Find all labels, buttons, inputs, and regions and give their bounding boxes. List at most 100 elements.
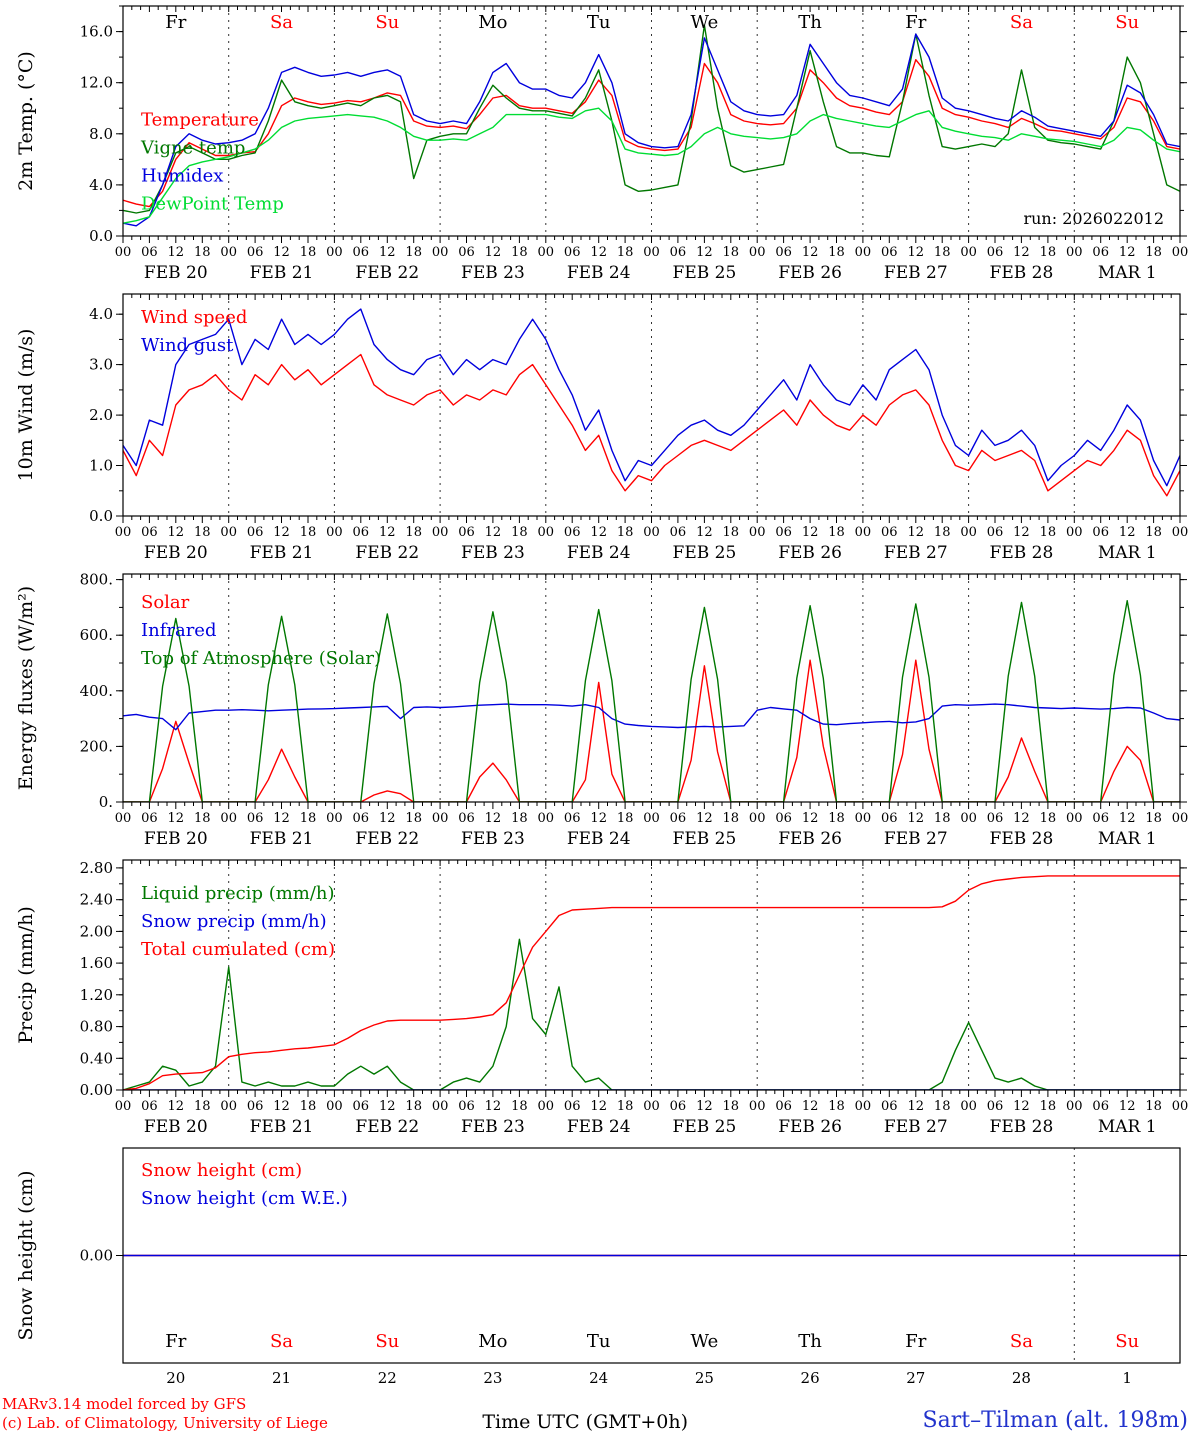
svg-text:00: 00 <box>960 1099 977 1114</box>
svg-text:800.: 800. <box>80 571 113 589</box>
svg-text:12: 12 <box>168 245 185 260</box>
svg-text:12: 12 <box>168 811 185 826</box>
svg-text:06: 06 <box>353 525 370 540</box>
svg-text:Liquid precip (mm/h): Liquid precip (mm/h) <box>141 883 335 904</box>
svg-text:18: 18 <box>828 525 845 540</box>
svg-text:06: 06 <box>458 1099 475 1114</box>
svg-text:Su: Su <box>375 12 399 33</box>
svg-text:Mo: Mo <box>478 12 507 33</box>
svg-text:06: 06 <box>564 525 581 540</box>
svg-text:12: 12 <box>696 525 713 540</box>
svg-text:12: 12 <box>1013 811 1030 826</box>
svg-text:FEB 21: FEB 21 <box>250 543 314 563</box>
svg-text:18: 18 <box>723 811 740 826</box>
svg-text:Tu: Tu <box>587 12 611 33</box>
svg-text:2.0: 2.0 <box>89 406 113 424</box>
svg-text:12: 12 <box>696 245 713 260</box>
svg-text:18: 18 <box>405 1099 422 1114</box>
svg-text:FEB 25: FEB 25 <box>673 263 737 283</box>
svg-text:18: 18 <box>194 1099 211 1114</box>
svg-text:FEB 23: FEB 23 <box>461 1117 525 1137</box>
svg-text:06: 06 <box>458 245 475 260</box>
svg-text:FEB 28: FEB 28 <box>990 543 1054 563</box>
svg-text:00: 00 <box>115 245 132 260</box>
svg-text:00: 00 <box>326 525 343 540</box>
svg-text:Sa: Sa <box>270 1331 293 1352</box>
svg-text:12: 12 <box>168 1099 185 1114</box>
svg-text:12: 12 <box>1013 525 1030 540</box>
time-axis-label: Time UTC (GMT+0h) <box>482 1410 689 1433</box>
svg-text:12: 12 <box>590 1099 607 1114</box>
svg-text:12: 12 <box>379 1099 396 1114</box>
svg-text:06: 06 <box>881 525 898 540</box>
svg-text:06: 06 <box>458 811 475 826</box>
svg-text:06: 06 <box>247 525 264 540</box>
svg-text:MAR 1: MAR 1 <box>1098 829 1157 849</box>
svg-text:2.80: 2.80 <box>80 859 113 877</box>
svg-text:06: 06 <box>141 811 158 826</box>
svg-text:2m Temp. (°C): 2m Temp. (°C) <box>15 51 37 191</box>
svg-text:00: 00 <box>432 245 449 260</box>
svg-text:FEB 21: FEB 21 <box>250 1117 314 1137</box>
svg-text:06: 06 <box>881 811 898 826</box>
svg-text:18: 18 <box>934 525 951 540</box>
svg-text:600.: 600. <box>80 626 113 644</box>
svg-text:12: 12 <box>379 811 396 826</box>
svg-text:12: 12 <box>908 245 925 260</box>
svg-text:1.60: 1.60 <box>80 954 113 972</box>
svg-text:06: 06 <box>353 1099 370 1114</box>
svg-text:12: 12 <box>273 525 290 540</box>
svg-text:18: 18 <box>828 811 845 826</box>
svg-text:Sa: Sa <box>270 12 293 33</box>
svg-text:00: 00 <box>538 525 555 540</box>
svg-text:FEB 26: FEB 26 <box>778 543 842 563</box>
svg-text:Snow precip (mm/h): Snow precip (mm/h) <box>141 911 327 932</box>
svg-text:FEB 20: FEB 20 <box>144 543 208 563</box>
svg-text:00: 00 <box>643 245 660 260</box>
svg-text:10m Wind (m/s): 10m Wind (m/s) <box>15 329 37 482</box>
energy-flux-panel-chart: 00 06 12 18 00 06 12 18 00 06 12 18 00 06 12 18 00 06 12 18… <box>15 571 1188 849</box>
svg-text:We: We <box>691 1331 719 1352</box>
svg-text:18: 18 <box>828 1099 845 1114</box>
svg-text:12: 12 <box>908 1099 925 1114</box>
svg-text:MAR 1: MAR 1 <box>1098 543 1157 563</box>
svg-text:FEB 22: FEB 22 <box>355 1117 419 1137</box>
svg-text:12: 12 <box>485 1099 502 1114</box>
svg-text:12: 12 <box>379 245 396 260</box>
svg-text:00: 00 <box>1172 1099 1189 1114</box>
svg-text:12: 12 <box>590 811 607 826</box>
svg-text:00: 00 <box>432 1099 449 1114</box>
svg-text:00: 00 <box>432 525 449 540</box>
svg-text:00: 00 <box>855 811 872 826</box>
svg-text:18: 18 <box>405 811 422 826</box>
svg-text:Fr: Fr <box>905 1331 926 1352</box>
svg-text:200.: 200. <box>80 737 113 755</box>
snow-height-panel-chart: 0.00 Snow height (cm) Snow height (cm) Snow… <box>15 1147 1187 1387</box>
svg-text:06: 06 <box>987 1099 1004 1114</box>
svg-text:18: 18 <box>1145 525 1162 540</box>
svg-text:06: 06 <box>141 525 158 540</box>
svg-text:00: 00 <box>538 811 555 826</box>
svg-text:12: 12 <box>802 1099 819 1114</box>
svg-text:Fr: Fr <box>905 12 926 33</box>
svg-text:18: 18 <box>617 245 634 260</box>
svg-text:06: 06 <box>353 811 370 826</box>
svg-text:4.0: 4.0 <box>89 176 113 194</box>
svg-text:12: 12 <box>273 245 290 260</box>
credits-block: MARv3.14 model forced by GFS (c) Lab. of… <box>2 1395 328 1433</box>
svg-text:06: 06 <box>775 1099 792 1114</box>
svg-text:12: 12 <box>379 525 396 540</box>
svg-text:Precip (mm/h): Precip (mm/h) <box>15 906 37 1044</box>
svg-text:Temperature: Temperature <box>141 110 259 131</box>
svg-text:00: 00 <box>960 811 977 826</box>
svg-text:Humidex: Humidex <box>141 166 223 187</box>
svg-text:00: 00 <box>538 1099 555 1114</box>
svg-text:1: 1 <box>1122 1369 1132 1387</box>
svg-text:12: 12 <box>908 525 925 540</box>
svg-text:12: 12 <box>485 245 502 260</box>
wind-panel-chart: 00 06 12 18 00 06 12 18 00 06 12 18 00 06 12 18 00 06 12 18… <box>15 293 1188 563</box>
svg-text:Wind speed: Wind speed <box>141 307 247 328</box>
svg-text:Top of Atmosphere (Solar): Top of Atmosphere (Solar) <box>141 648 381 669</box>
svg-text:3.0: 3.0 <box>89 356 113 374</box>
svg-text:18: 18 <box>194 525 211 540</box>
